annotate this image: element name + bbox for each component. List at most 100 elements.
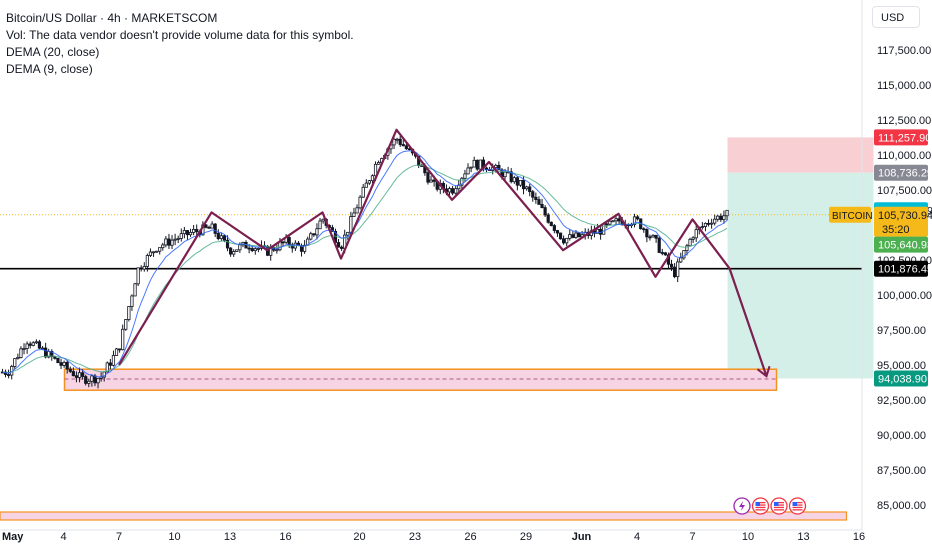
candle[interactable] xyxy=(463,173,467,179)
candle[interactable] xyxy=(247,247,251,250)
candle[interactable] xyxy=(716,215,720,220)
candle[interactable] xyxy=(124,319,128,330)
candle[interactable] xyxy=(318,220,322,230)
candle[interactable] xyxy=(290,244,294,249)
candle[interactable] xyxy=(7,374,11,376)
candle[interactable] xyxy=(543,207,547,216)
candle[interactable] xyxy=(518,180,523,186)
candle[interactable] xyxy=(401,144,405,147)
candle[interactable] xyxy=(515,177,519,186)
candle[interactable] xyxy=(216,232,220,240)
candle[interactable] xyxy=(577,232,581,238)
candle[interactable] xyxy=(617,218,621,222)
candle[interactable] xyxy=(121,328,125,351)
candle[interactable] xyxy=(694,229,698,239)
candle[interactable] xyxy=(232,251,236,255)
candle[interactable] xyxy=(512,177,516,183)
candle[interactable] xyxy=(558,232,563,240)
candle[interactable] xyxy=(303,244,307,252)
candle[interactable] xyxy=(213,223,217,234)
candle[interactable] xyxy=(13,358,17,367)
candle[interactable] xyxy=(44,347,48,358)
candle[interactable] xyxy=(719,215,723,221)
candle[interactable] xyxy=(185,230,190,236)
candle[interactable] xyxy=(546,214,550,223)
candle[interactable] xyxy=(706,222,711,225)
candle[interactable] xyxy=(105,362,109,373)
candle[interactable] xyxy=(31,342,35,346)
candle[interactable] xyxy=(682,250,686,259)
candle[interactable] xyxy=(281,241,285,244)
candle[interactable] xyxy=(571,234,575,238)
candle[interactable] xyxy=(28,343,32,346)
candle[interactable] xyxy=(460,177,464,186)
candle[interactable] xyxy=(346,231,350,236)
candle[interactable] xyxy=(642,228,646,231)
candle[interactable] xyxy=(207,226,211,229)
candle[interactable] xyxy=(139,267,143,270)
candle[interactable] xyxy=(87,380,91,384)
candle[interactable] xyxy=(34,341,38,344)
candle[interactable] xyxy=(312,233,316,236)
candle[interactable] xyxy=(315,228,319,236)
candle[interactable] xyxy=(96,377,100,384)
candle[interactable] xyxy=(685,245,689,251)
candle[interactable] xyxy=(16,357,20,360)
dema9-label[interactable]: DEMA (9, close) xyxy=(6,62,93,76)
currency-selector[interactable]: USD xyxy=(872,6,920,28)
candle[interactable] xyxy=(528,186,532,193)
candle[interactable] xyxy=(555,230,560,234)
candle[interactable] xyxy=(155,250,159,253)
candle[interactable] xyxy=(56,357,60,364)
candle[interactable] xyxy=(77,372,82,378)
candle[interactable] xyxy=(250,248,254,252)
candle[interactable] xyxy=(219,235,223,240)
candle[interactable] xyxy=(118,348,122,351)
candle[interactable] xyxy=(636,216,640,220)
us-flag-icon[interactable] xyxy=(751,497,770,515)
candle[interactable] xyxy=(549,221,553,226)
candle[interactable] xyxy=(494,164,498,168)
candle[interactable] xyxy=(71,371,75,377)
candle[interactable] xyxy=(521,180,526,190)
candle[interactable] xyxy=(309,233,313,240)
bottom-zone[interactable] xyxy=(0,511,848,521)
candle[interactable] xyxy=(688,238,692,247)
candle[interactable] xyxy=(210,223,214,229)
candle[interactable] xyxy=(497,164,501,171)
candle[interactable] xyxy=(22,348,26,350)
stop-loss-zone[interactable] xyxy=(727,137,874,173)
candle[interactable] xyxy=(669,263,674,268)
candle[interactable] xyxy=(552,225,556,231)
candle[interactable] xyxy=(472,159,476,168)
candle[interactable] xyxy=(182,230,186,235)
candle[interactable] xyxy=(562,238,566,244)
candle[interactable] xyxy=(469,166,473,169)
candle[interactable] xyxy=(654,234,658,239)
candle[interactable] xyxy=(370,175,375,182)
candle[interactable] xyxy=(679,257,683,263)
candle[interactable] xyxy=(574,232,578,238)
candle[interactable] xyxy=(429,179,433,183)
candle[interactable] xyxy=(568,234,572,239)
candle[interactable] xyxy=(447,188,452,193)
candle[interactable] xyxy=(657,237,661,253)
candle[interactable] xyxy=(537,199,541,205)
candle[interactable] xyxy=(377,162,381,165)
candle[interactable] xyxy=(614,218,618,222)
candle[interactable] xyxy=(340,246,344,249)
candle[interactable] xyxy=(361,186,365,198)
candle[interactable] xyxy=(364,182,368,188)
candle[interactable] xyxy=(358,196,362,209)
candle[interactable] xyxy=(534,196,538,200)
candle[interactable] xyxy=(65,361,69,370)
candle[interactable] xyxy=(336,242,341,248)
candle[interactable] xyxy=(466,167,470,175)
candle[interactable] xyxy=(660,252,664,254)
candle[interactable] xyxy=(663,252,667,256)
candle[interactable] xyxy=(151,251,156,254)
candle[interactable] xyxy=(509,171,513,183)
candle[interactable] xyxy=(565,237,569,244)
candle[interactable] xyxy=(253,248,257,252)
candle[interactable] xyxy=(229,247,233,255)
